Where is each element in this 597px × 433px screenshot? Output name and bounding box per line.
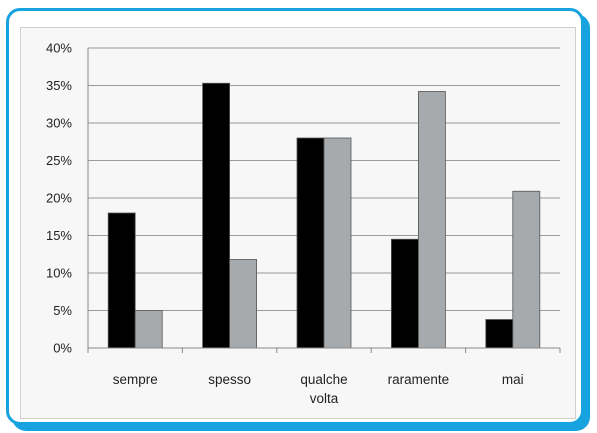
x-axis <box>87 48 561 353</box>
bar-series1 <box>107 212 136 349</box>
bar-series1 <box>390 238 419 349</box>
y-tick-label: 30% <box>46 116 72 131</box>
bar-series1 <box>485 319 514 349</box>
x-category-label: sempre <box>113 372 158 387</box>
x-axis-category-labels: sempre spesso qualche volta raramente mai <box>113 372 524 406</box>
x-category-label: mai <box>502 372 524 387</box>
bar-series2 <box>323 137 352 349</box>
y-tick-label: 5% <box>53 303 72 318</box>
x-category-label: volta <box>310 391 339 406</box>
x-category-label: spesso <box>208 372 251 387</box>
y-axis-tick-labels: 0% 5% 10% 15% 20% 25% 30% 35% 40% <box>46 41 72 356</box>
y-tick-label: 10% <box>46 266 72 281</box>
bar-series1 <box>296 137 325 349</box>
bar-series2 <box>512 190 541 349</box>
x-category-label: raramente <box>388 372 450 387</box>
bar-series1 <box>202 82 231 349</box>
y-tick-label: 40% <box>46 41 72 56</box>
bar-series2 <box>134 310 163 349</box>
y-tick-label: 35% <box>46 78 72 93</box>
bars <box>107 82 541 349</box>
x-category-label: qualche <box>300 372 347 387</box>
bar-series2 <box>417 91 446 349</box>
y-tick-label: 25% <box>46 153 72 168</box>
y-tick-label: 0% <box>53 341 72 356</box>
y-tick-label: 20% <box>46 191 72 206</box>
y-tick-label: 15% <box>46 228 72 243</box>
bar-series2 <box>229 259 258 349</box>
